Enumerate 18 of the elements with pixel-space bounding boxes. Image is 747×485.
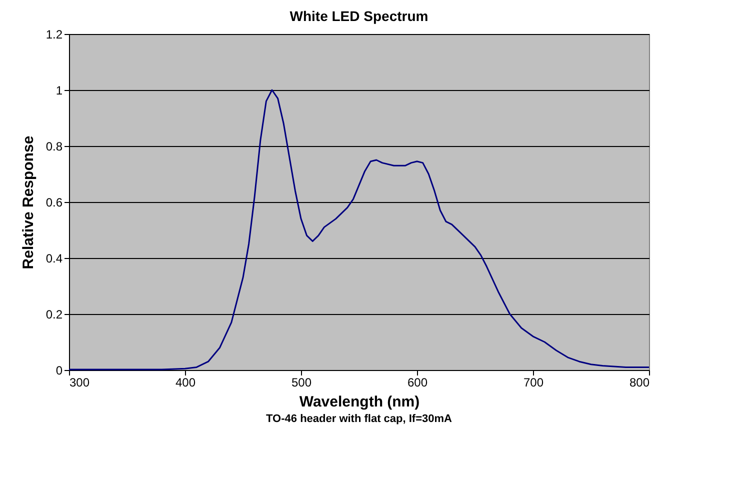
x-tick-label: 500 (291, 376, 312, 390)
x-tick-label: 400 (175, 376, 196, 390)
y-tick-label: 0.8 (46, 140, 63, 154)
x-tick-label: 300 (70, 376, 90, 390)
line-series (68, 89, 650, 370)
y-tick-label: 1.2 (46, 28, 63, 42)
y-tick-label: 0.2 (46, 308, 63, 322)
x-axis-title: Wavelength (nm) (299, 394, 420, 410)
y-tick-label: 0.4 (46, 252, 63, 266)
x-tick-label: 700 (523, 376, 544, 390)
x-tick-label: 800 (629, 376, 650, 390)
y-tick-label: 1 (56, 84, 63, 98)
x-tick-label: 600 (407, 376, 428, 390)
y-tick-label: 0 (56, 364, 63, 378)
text: TO-46 header with flat cap, If=30mA (266, 413, 452, 425)
y-tick-label: 0.6 (46, 196, 63, 210)
chart-title: White LED Spectrum (290, 8, 428, 24)
y-axis-title: Relative Response (20, 136, 37, 270)
